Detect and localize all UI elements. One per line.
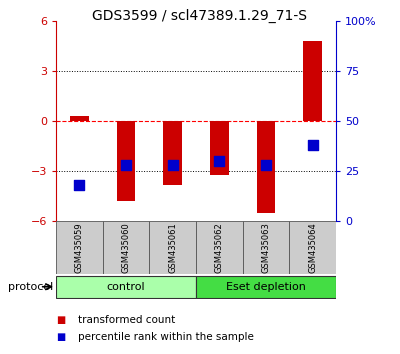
Bar: [163, 121, 182, 184]
Text: transformed count: transformed count: [78, 315, 175, 325]
Text: GSM435063: GSM435063: [262, 222, 270, 273]
Bar: [303, 41, 322, 121]
Bar: [56, 221, 103, 274]
Text: GSM435060: GSM435060: [122, 222, 130, 273]
Point: [170, 162, 176, 168]
Text: GSM435064: GSM435064: [308, 222, 317, 273]
Text: protocol: protocol: [8, 282, 53, 292]
Bar: [243, 221, 289, 274]
Text: ■: ■: [56, 332, 65, 342]
Text: GDS3599 / scl47389.1.29_71-S: GDS3599 / scl47389.1.29_71-S: [92, 9, 308, 23]
Text: percentile rank within the sample: percentile rank within the sample: [78, 332, 254, 342]
Point: [216, 159, 222, 164]
Bar: [56, 275, 196, 298]
Text: control: control: [107, 282, 145, 292]
Text: Eset depletion: Eset depletion: [226, 282, 306, 292]
Text: GSM435059: GSM435059: [75, 222, 84, 273]
Text: GSM435061: GSM435061: [168, 222, 177, 273]
Bar: [70, 116, 89, 121]
Point: [310, 142, 316, 148]
Bar: [196, 221, 243, 274]
Point: [76, 182, 82, 188]
Bar: [196, 275, 336, 298]
Bar: [103, 221, 149, 274]
Text: ■: ■: [56, 315, 65, 325]
Point: [123, 162, 129, 168]
Point: [263, 162, 269, 168]
Bar: [289, 221, 336, 274]
Text: GSM435062: GSM435062: [215, 222, 224, 273]
Bar: [210, 121, 229, 175]
Bar: [149, 221, 196, 274]
Bar: [117, 121, 135, 201]
Bar: [257, 121, 275, 213]
